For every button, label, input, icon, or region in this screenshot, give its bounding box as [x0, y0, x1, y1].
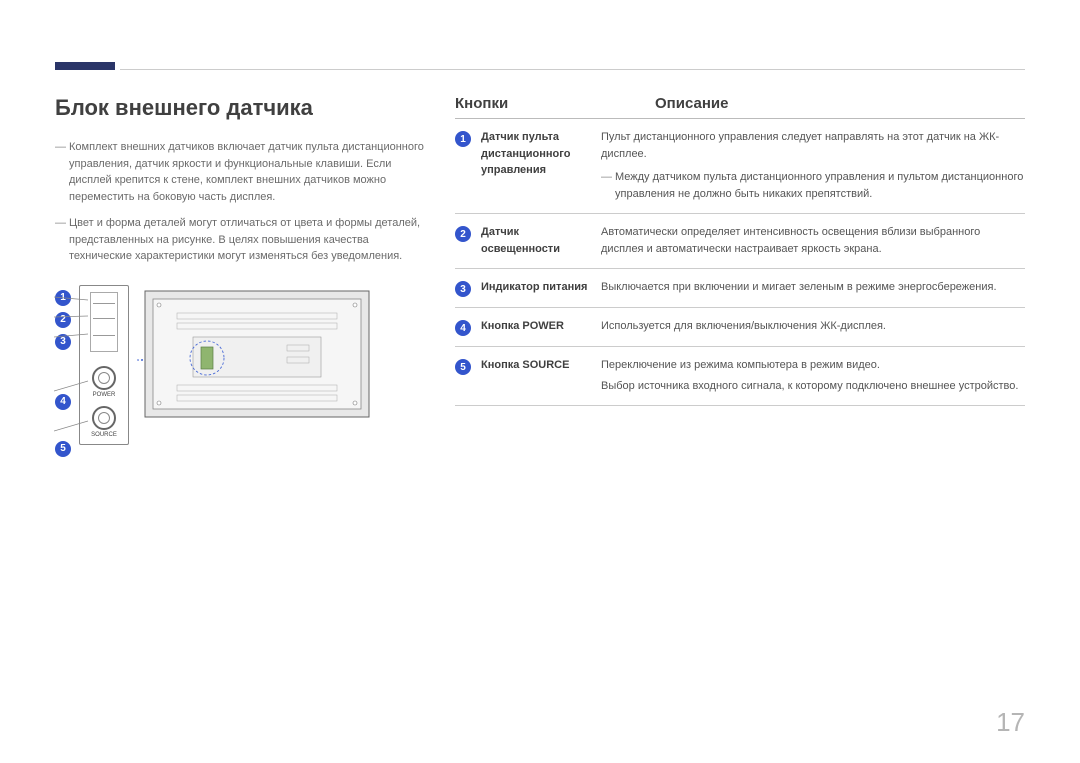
table-row: 4 Кнопка POWER Используется для включения/…	[455, 308, 1025, 347]
table-header-description: Описание	[655, 95, 728, 112]
row-label: Индикатор питания	[481, 279, 591, 296]
row-label: Датчик пульта дистанционного управления	[481, 129, 591, 179]
table-body: 1 Датчик пульта дистанционного управления…	[455, 119, 1025, 406]
table-row: 3 Индикатор питания Выключается при включе…	[455, 269, 1025, 308]
row-number-badge: 4	[455, 320, 471, 336]
row-description: Выключается при включении и мигает зелен…	[601, 279, 1025, 296]
table-row: 5 Кнопка SOURCE Переключение из режима ком…	[455, 347, 1025, 406]
table-header-row: Кнопки Описание	[455, 95, 1025, 119]
row-number-badge: 5	[455, 359, 471, 375]
row-label: Датчик освещенности	[481, 224, 591, 257]
source-knob-icon	[92, 406, 116, 430]
power-knob-label: POWER	[80, 392, 128, 398]
header-accent-bar	[55, 62, 115, 70]
table-row: 1 Датчик пульта дистанционного управления…	[455, 119, 1025, 214]
row-description: Переключение из режима компьютера в режи…	[601, 357, 1025, 395]
row-subnote: Между датчиком пульта дистанционного упр…	[601, 169, 1025, 203]
row-label: Кнопка POWER	[481, 318, 591, 335]
row-number-badge: 3	[455, 281, 471, 297]
row-description: Автоматически определяет интенсивность о…	[601, 224, 1025, 258]
source-knob-label: SOURCE	[80, 432, 128, 438]
row-description: Используется для включения/выключения ЖК…	[601, 318, 1025, 335]
power-knob-icon	[92, 366, 116, 390]
sensor-window	[90, 292, 118, 352]
row-description: Пульт дистанционного управления следует …	[601, 129, 1025, 203]
row-number-badge: 2	[455, 226, 471, 242]
intro-note-2: Цвет и форма деталей могут отличаться от…	[55, 215, 425, 265]
table-row: 2 Датчик освещенности Автоматически опреде…	[455, 214, 1025, 269]
table-header-buttons: Кнопки	[455, 95, 655, 112]
row-label: Кнопка SOURCE	[481, 357, 591, 374]
content-columns: Блок внешнего датчика Комплект внешних д…	[55, 40, 1025, 461]
header-rule	[120, 69, 1025, 70]
page-number: 17	[996, 707, 1025, 738]
display-rear-diagram	[137, 285, 377, 425]
diagram-area: 1 2 3 4 5	[55, 285, 425, 461]
intro-note-1: Комплект внешних датчиков включает датчи…	[55, 139, 425, 205]
right-column: Кнопки Описание 1 Датчик пульта дистанцио…	[455, 95, 1025, 461]
sensor-unit-diagram: POWER SOURCE	[79, 285, 129, 445]
left-column: Блок внешнего датчика Комплект внешних д…	[55, 95, 425, 461]
row-number-badge: 1	[455, 131, 471, 147]
section-title: Блок внешнего датчика	[55, 95, 425, 121]
